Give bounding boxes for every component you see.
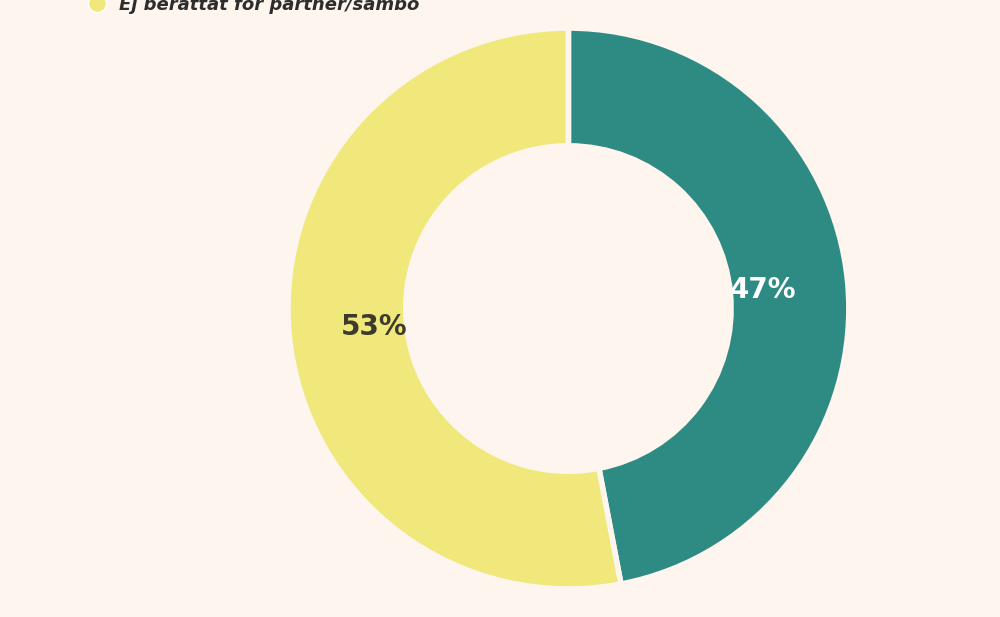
Wedge shape bbox=[288, 28, 621, 589]
Legend: Berättat för partner/sambo, Ej berättat för partner/sambo: Berättat för partner/sambo, Ej berättat … bbox=[84, 0, 424, 19]
Text: 47%: 47% bbox=[729, 276, 796, 304]
Text: 53%: 53% bbox=[341, 313, 408, 341]
Wedge shape bbox=[568, 28, 849, 584]
